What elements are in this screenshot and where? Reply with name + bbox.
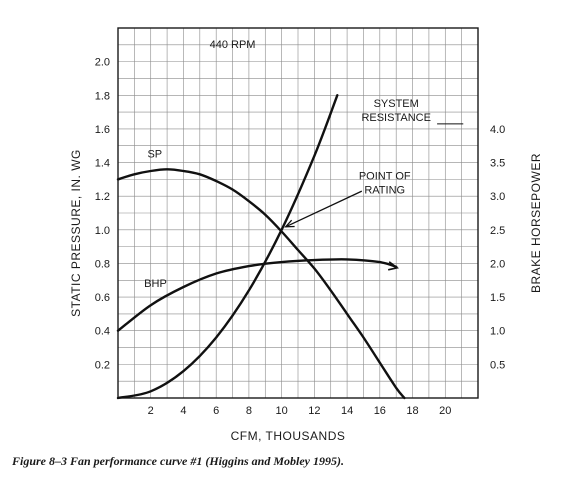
x-tick-label: 16 [374,405,386,417]
grid [118,28,478,398]
y2-tick-label: 0.5 [490,359,505,371]
y-tick-label: 1.8 [95,90,110,102]
annotation-line: RATING [364,184,405,196]
y2-tick-label: 3.5 [490,158,505,170]
annotation-line: RESISTANCE [361,112,430,124]
x-tick-label: 2 [148,405,154,417]
y2-tick-label: 2.0 [490,258,505,270]
annotations: SP BHP SYSTEM RESISTANCE POINT OF RATING [144,98,464,290]
y2-tick-label: 1.0 [490,326,505,338]
y-tick-label: 0.8 [95,258,110,270]
x-tick-label: 14 [341,405,353,417]
point-of-rating-arrow [284,190,363,228]
y-tick-label: 0.2 [95,359,110,371]
tick-labels: 2 4 6 8 10 12 14 16 18 20 0.2 0.4 0.6 0.8 1.0 1.2 1.4 1.6… [95,57,506,417]
annotation-label: POINT OF RATING [359,170,411,196]
x-tick-label: 18 [406,405,418,417]
y2-tick-label: 3.0 [490,191,505,203]
rating-arrow-shaft [285,190,363,228]
x-tick-label: 6 [213,405,219,417]
series-line-sp [116,168,406,400]
annotation-line: BHP [144,278,167,290]
y2-tick-label: 2.5 [490,225,505,237]
y2-axis-title: BRAKE HORSEPOWER [529,153,543,293]
y2-tick-label: 4.0 [490,124,505,136]
plot-frame [117,27,479,399]
x-tick-label: 10 [276,405,288,417]
curves [116,94,406,400]
annotation-line: SYSTEM [374,98,419,110]
x-tick-label: 20 [439,405,451,417]
annotation-line: SP [147,149,162,161]
y-axis-title: STATIC PRESSURE, IN. WG [69,149,83,317]
y-tick-label: 0.4 [95,326,110,338]
series-line-bhp [116,258,398,332]
annotation-label: BHP [144,278,167,290]
y-tick-label: 1.2 [95,191,110,203]
bhp-arrowhead [388,261,400,271]
chart-title: 440 RPM [210,39,256,51]
series-line-system-resistance [116,94,339,400]
y-tick-label: 2.0 [95,57,110,69]
annotation-line: POINT OF [359,170,411,182]
annotation-label: SP [147,149,162,161]
y-tick-label: 1.0 [95,225,110,237]
annotation-label: SYSTEM RESISTANCE [361,98,430,124]
y-tick-label: 1.4 [95,158,110,170]
y-tick-label: 1.6 [95,124,110,136]
y-tick-label: 0.6 [95,292,110,304]
x-tick-label: 4 [180,405,186,417]
figure-caption: Figure 8–3 Fan performance curve #1 (Hig… [12,454,344,468]
x-axis-title: CFM, THOUSANDS [231,429,346,443]
y2-tick-label: 1.5 [490,292,505,304]
rating-arrow-head [284,219,295,228]
x-tick-label: 8 [246,405,252,417]
x-tick-label: 12 [308,405,320,417]
